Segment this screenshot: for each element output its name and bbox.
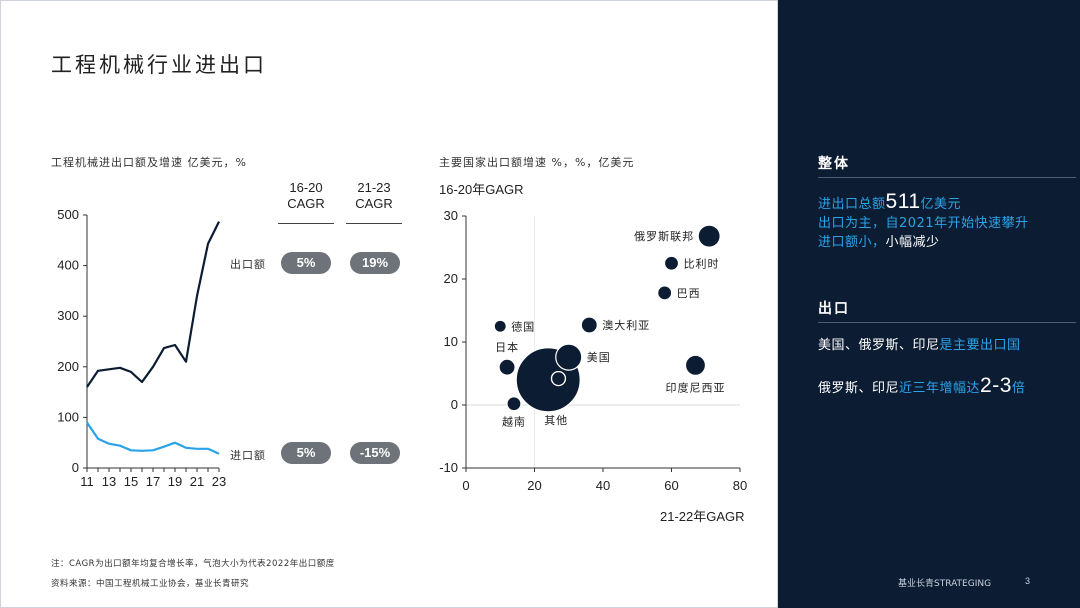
growth-unit: 倍	[1011, 381, 1026, 396]
page-title: 工程机械行业进出口	[51, 53, 267, 77]
growth-countries: 俄罗斯、印尼	[818, 381, 900, 396]
x-tick-label: 11	[80, 474, 94, 489]
sidebar-overall-text: 进出口总额511亿美元 出口为主，自2021年开始快速攀升 进口额小，小幅减少	[818, 190, 1038, 252]
bubble-label-美国: 美国	[587, 351, 611, 364]
bubble-巴西	[657, 285, 673, 301]
x-tick-label: 19	[168, 474, 182, 489]
bubble-俄罗斯联邦	[697, 224, 721, 248]
import-series-line	[86, 421, 220, 455]
export-cagr-16-20-badge: 5%	[281, 252, 331, 274]
bubble-澳大利亚	[580, 316, 598, 334]
right-chart-subtitle: 主要国家出口额增速 %，%，亿美元	[439, 156, 635, 169]
sidebar: 整体 进出口总额511亿美元 出口为主，自2021年开始快速攀升 进口额小，小幅…	[778, 0, 1080, 608]
bubble-outline-印度	[550, 370, 567, 387]
bubble-x-axis-label: 21-22年GAGR	[660, 509, 745, 524]
bubble-label-印度: 印度	[523, 372, 547, 386]
y-tick-label: 500	[57, 207, 79, 222]
main-countries-desc: 是主要出口国	[939, 338, 1021, 353]
left-chart-subtitle: 工程机械进出口额及增速 亿美元，%	[51, 156, 247, 169]
bubble-label-其他: 其他	[544, 414, 568, 427]
import-text-a: 进口额小，	[818, 235, 886, 250]
import-cagr-16-20-badge: 5%	[281, 442, 331, 464]
y-tick-label: 300	[57, 308, 79, 323]
bubble-日本	[498, 358, 516, 376]
bubble-y-axis-label: 16-20年GAGR	[439, 182, 524, 197]
export-cagr-21-23-badge: 19%	[350, 252, 400, 274]
x-tick-label: 15	[124, 474, 138, 489]
bubble-x-tick-label: 60	[664, 478, 678, 493]
bubble-y-tick-label: 0	[451, 397, 458, 412]
bubble-印度尼西亚	[684, 354, 707, 376]
sidebar-export-text-1: 美国、俄罗斯、印尼是主要出口国	[818, 336, 1038, 355]
bubble-德国	[493, 319, 507, 333]
y-tick-label: 0	[72, 460, 79, 475]
bubble-y-tick-label: 20	[444, 271, 458, 286]
bubble-越南	[506, 396, 522, 412]
x-tick-label: 13	[102, 474, 116, 489]
bubble-label-比利时: 比利时	[684, 257, 720, 270]
brand-footer: 基业长青STRATEGING	[898, 579, 992, 589]
y-tick-label: 100	[57, 409, 79, 424]
sidebar-divider-1	[818, 177, 1076, 178]
export-series-line	[86, 221, 220, 388]
col-rule-16-20	[278, 223, 334, 224]
bubble-label-澳大利亚: 澳大利亚	[602, 318, 650, 332]
import-text-b: 小幅减少	[885, 235, 940, 250]
bubble-label-巴西: 巴西	[677, 287, 701, 300]
source-note: 资料来源：中国工程机械工业协会，基业长青研究	[51, 579, 250, 589]
bubble-比利时	[663, 255, 680, 271]
x-tick-label: 17	[146, 474, 160, 489]
sidebar-section-overall-title: 整体	[818, 156, 850, 172]
row-label-import: 进口额	[230, 449, 266, 462]
line-chart: 0 100 200 300 400 500 11 13 15 17 19 21 23	[57, 207, 226, 489]
bubble-x-tick-label: 80	[733, 478, 747, 493]
bubble-美国	[555, 343, 583, 371]
bubble-label-越南: 越南	[502, 415, 526, 429]
bubble-x-tick-label: 40	[596, 478, 610, 493]
main-countries: 美国、俄罗斯、印尼	[818, 338, 940, 353]
x-tick-label: 23	[212, 474, 226, 489]
bubble-label-日本: 日本	[495, 340, 519, 354]
bubble-y-tick-label: 10	[444, 334, 458, 349]
bubble-x-tick-label: 20	[527, 478, 541, 493]
total-value: 511	[885, 190, 921, 213]
sidebar-divider-2	[818, 322, 1076, 323]
page-number: 3	[1025, 576, 1031, 586]
x-tick-label: 21	[190, 474, 204, 489]
import-cagr-21-23-badge: -15%	[350, 442, 400, 464]
y-tick-label: 400	[57, 258, 79, 273]
row-label-export: 出口额	[230, 258, 266, 271]
col-header-16-20: 16-20 CAGR	[287, 180, 325, 211]
sidebar-export-text-2: 俄罗斯、印尼近三年增幅达2-3倍	[818, 374, 1038, 398]
col-rule-21-23	[346, 223, 402, 224]
bubble-label-德国: 德国	[511, 319, 535, 333]
col-header-21-23: 21-23 CAGR	[355, 180, 393, 211]
growth-desc: 近三年增幅达	[899, 381, 981, 396]
growth-multiple: 2-3	[980, 374, 1012, 397]
bubble-x-tick-label: 0	[462, 478, 469, 493]
export-trend-text: 出口为主，自2021年开始快速攀升	[818, 216, 1029, 231]
footnote: 注：CAGR为出口额年均复合增长率，气泡大小为代表2022年出口额度	[51, 559, 335, 569]
bubble-label-俄罗斯联邦: 俄罗斯联邦	[634, 230, 694, 243]
sidebar-section-export-title: 出口	[818, 301, 850, 317]
total-unit: 亿美元	[920, 197, 962, 212]
bubble-label-印度尼西亚: 印度尼西亚	[665, 380, 725, 394]
bubble-y-tick-label: -10	[439, 460, 458, 475]
total-label: 进出口总额	[818, 197, 886, 212]
y-tick-label: 200	[57, 359, 79, 374]
main-panel: 工程机械行业进出口 工程机械进出口额及增速 亿美元，% 16-20 CAGR 21…	[0, 0, 778, 608]
bubble-y-tick-label: 30	[444, 208, 458, 223]
